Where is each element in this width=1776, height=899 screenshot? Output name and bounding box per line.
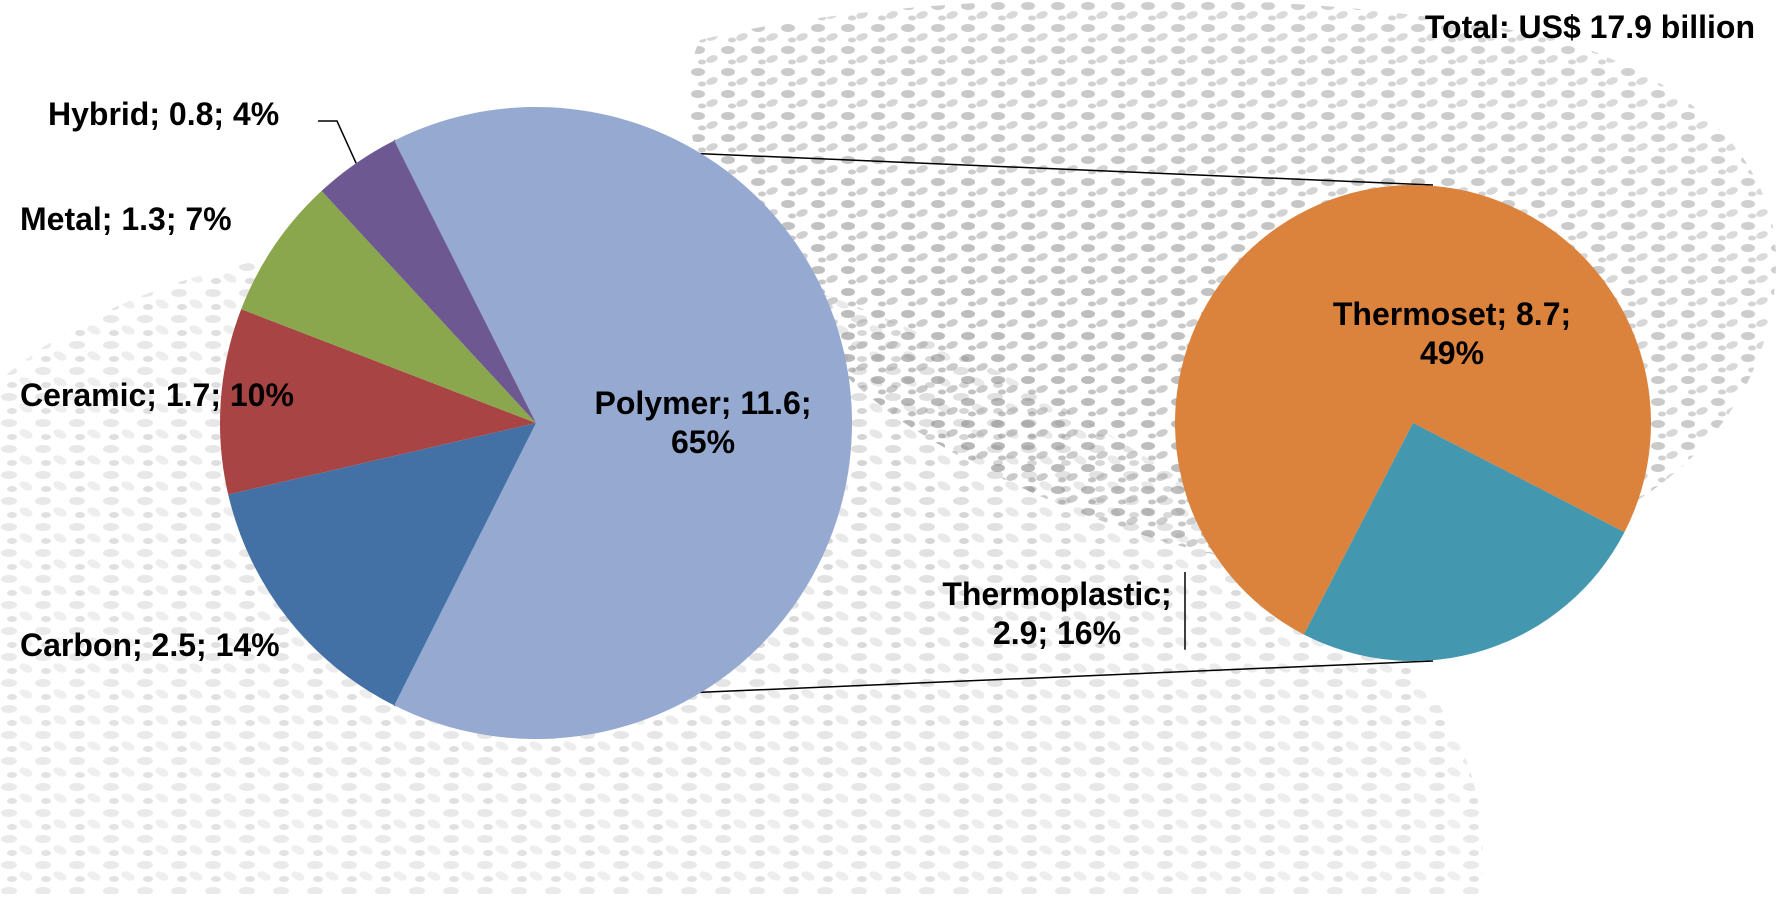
label-thermoset-line: Thermoset; 8.7; <box>1333 296 1571 332</box>
label-thermoplastic-line: 2.9; 16% <box>993 615 1121 651</box>
slice-ceramic <box>220 309 537 495</box>
slice-thermoplastic <box>1303 423 1625 661</box>
slice-thermoset <box>1175 184 1651 635</box>
label-polymer-line: Polymer; 11.6; <box>595 385 812 421</box>
label-polymer: Polymer; 11.6; 65% <box>595 385 812 460</box>
slice-polymer <box>394 106 853 739</box>
label-thermoplastic-line: Thermoplastic; <box>942 576 1171 612</box>
label-leader-lines <box>318 120 1186 650</box>
label-thermoset-line: 49% <box>1420 335 1484 371</box>
label-ceramic-line: Ceramic; 1.7; 10% <box>20 377 294 413</box>
label-carbon-line: Carbon; 2.5; 14% <box>20 627 280 663</box>
label-thermoset: Thermoset; 8.7; 49% <box>1333 296 1571 371</box>
label-ceramic: Ceramic; 1.7; 10% <box>20 377 294 413</box>
slice-hybrid <box>321 140 536 423</box>
total-label: Total: US$ 17.9 billion <box>1425 9 1755 45</box>
slice-carbon <box>228 423 536 706</box>
slice-metal <box>241 190 536 423</box>
main-pie <box>220 106 853 739</box>
label-metal: Metal; 1.3; 7% <box>20 201 232 237</box>
label-hybrid: Hybrid; 0.8; 4% <box>48 96 279 132</box>
label-metal-line: Metal; 1.3; 7% <box>20 201 232 237</box>
slice-labels: Polymer; 11.6; 65% Carbon; 2.5; 14% Ceramic… <box>20 96 1571 663</box>
label-hybrid-line: Hybrid; 0.8; 4% <box>48 96 279 132</box>
label-polymer-line: 65% <box>671 424 735 460</box>
polymer-breakdown-pie <box>1175 184 1651 661</box>
label-carbon: Carbon; 2.5; 14% <box>20 627 280 663</box>
label-thermoplastic: Thermoplastic; 2.9; 16% <box>942 576 1171 651</box>
leader-line-hybrid <box>318 120 357 164</box>
